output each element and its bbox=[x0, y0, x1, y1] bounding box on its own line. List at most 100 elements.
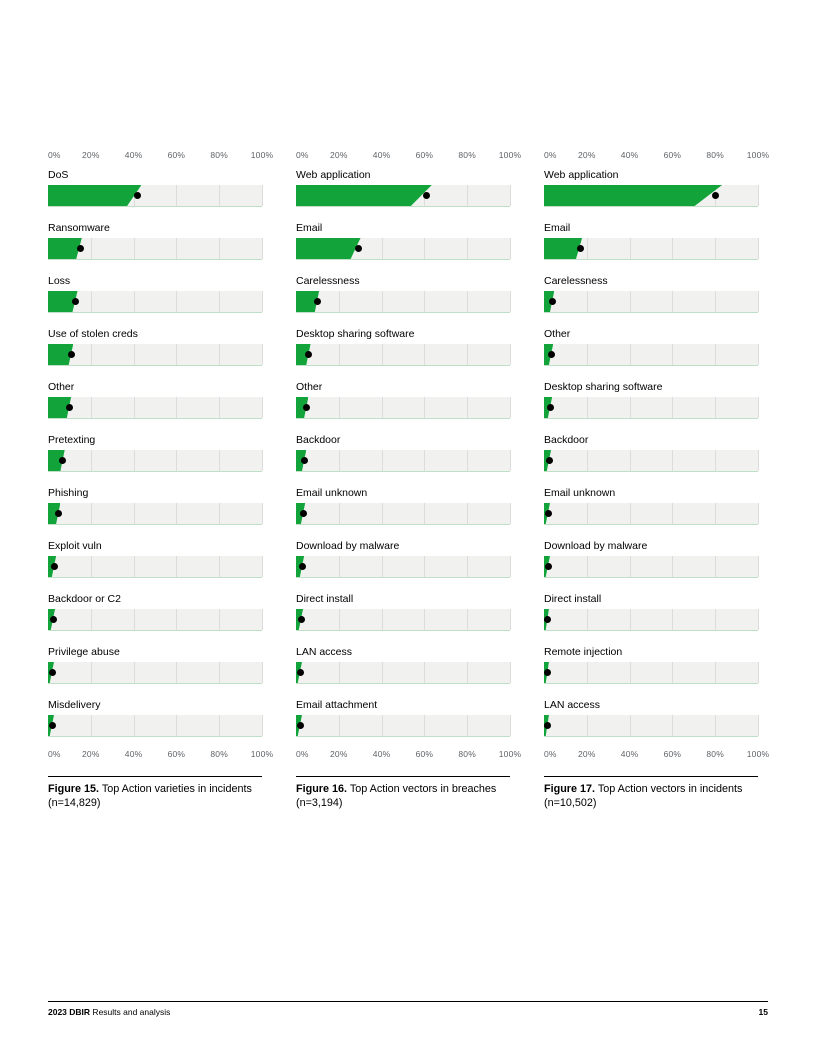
bar-row: Other bbox=[296, 381, 511, 419]
gridline bbox=[672, 238, 674, 259]
axis-tick-label: 60% bbox=[167, 150, 186, 160]
bar-fill bbox=[296, 185, 432, 206]
gridline bbox=[338, 556, 340, 577]
gridline bbox=[262, 238, 263, 259]
gridline bbox=[90, 450, 92, 471]
value-dot bbox=[543, 722, 551, 729]
bar-track bbox=[296, 185, 511, 207]
gridline bbox=[90, 291, 92, 312]
gridline bbox=[133, 556, 135, 577]
gridline bbox=[338, 662, 340, 683]
gridline bbox=[467, 556, 469, 577]
axis-top: 0% 20% 40% 60% 80% 100% bbox=[544, 150, 769, 161]
gridline bbox=[467, 238, 469, 259]
gridline bbox=[715, 715, 717, 736]
bar-row: Remote injection bbox=[543, 646, 759, 684]
value-dot bbox=[49, 616, 57, 623]
gridline bbox=[176, 450, 178, 471]
value-dot bbox=[76, 245, 84, 252]
bar-row: Ransomware bbox=[48, 222, 263, 260]
bar-label: Pretexting bbox=[48, 434, 96, 446]
figure-caption-number: Figure 16. bbox=[296, 783, 348, 795]
bar-fill bbox=[544, 238, 583, 259]
bar-fill bbox=[296, 344, 311, 365]
gridline bbox=[715, 450, 717, 471]
axis-tick-label: 20% bbox=[81, 150, 100, 160]
bar-track bbox=[544, 291, 759, 313]
gridline bbox=[381, 715, 383, 736]
axis-tick-label: 0% bbox=[296, 150, 309, 160]
gridline bbox=[219, 397, 221, 418]
axis-tick-label: 100% bbox=[746, 150, 770, 160]
gridline bbox=[424, 715, 426, 736]
gridline bbox=[262, 662, 263, 683]
value-dot bbox=[50, 563, 58, 570]
value-dot bbox=[134, 192, 142, 199]
axis-tick-label: 80% bbox=[210, 749, 228, 759]
bar-track bbox=[48, 397, 263, 419]
gridline bbox=[90, 503, 92, 524]
gridline bbox=[262, 344, 263, 365]
bar-row: Backdoor or C2 bbox=[48, 593, 263, 631]
axis-tick-label: 20% bbox=[577, 749, 596, 759]
value-dot bbox=[301, 457, 309, 464]
axis-tick-label: 0% bbox=[48, 749, 61, 759]
gridline bbox=[219, 503, 221, 524]
bar-track bbox=[48, 450, 263, 472]
bar-row: Backdoor bbox=[296, 434, 511, 472]
gridline bbox=[672, 662, 674, 683]
gridline bbox=[424, 291, 426, 312]
bar-track bbox=[544, 450, 759, 472]
bar-fill bbox=[296, 291, 320, 312]
axis-tick-label: 100% bbox=[498, 150, 522, 160]
value-dot bbox=[68, 351, 76, 358]
value-dot bbox=[543, 616, 551, 623]
value-dot bbox=[48, 722, 56, 729]
value-dot bbox=[296, 722, 304, 729]
gridline bbox=[133, 450, 135, 471]
bar-row: Backdoor bbox=[544, 434, 759, 472]
gridline bbox=[262, 609, 263, 630]
figure-15: 0% 20% 40% 60% 80% 100% DoS Ransomware Loss Use … bbox=[48, 150, 273, 810]
value-dot bbox=[547, 351, 555, 358]
gridline bbox=[586, 344, 588, 365]
value-dot bbox=[299, 510, 307, 517]
gridline bbox=[510, 450, 511, 471]
page-footer: 2023 DBIR Results and analysis 15 bbox=[48, 1001, 768, 1017]
gridline bbox=[467, 503, 469, 524]
caption-block: Figure 15. Top Action varieties in incid… bbox=[48, 776, 262, 810]
bar-track bbox=[48, 238, 263, 260]
gridline bbox=[176, 185, 178, 206]
gridline bbox=[338, 291, 340, 312]
bar-label: Direct install bbox=[544, 593, 602, 605]
value-dot bbox=[549, 298, 557, 305]
gridline bbox=[672, 397, 674, 418]
gridline bbox=[510, 344, 511, 365]
gridline bbox=[758, 238, 759, 259]
gridline bbox=[672, 291, 674, 312]
footer-report-subtitle: Results and analysis bbox=[90, 1007, 171, 1017]
value-dot bbox=[296, 669, 304, 676]
bar-row: Direct install bbox=[296, 593, 511, 631]
gridline bbox=[176, 503, 178, 524]
caption-rule bbox=[544, 776, 758, 777]
gridline bbox=[510, 503, 511, 524]
gridline bbox=[672, 450, 674, 471]
bar-label: Desktop sharing software bbox=[544, 381, 663, 393]
gridline bbox=[338, 344, 340, 365]
gridline bbox=[219, 344, 221, 365]
bar-fill bbox=[48, 344, 74, 365]
gridline bbox=[219, 185, 221, 206]
bar-row: Web application bbox=[544, 169, 759, 207]
bar-label: Email unknown bbox=[296, 487, 368, 499]
axis-tick-label: 60% bbox=[415, 749, 434, 759]
gridline bbox=[381, 344, 383, 365]
gridline bbox=[219, 291, 221, 312]
bar-track bbox=[48, 556, 263, 578]
bar-row: Web application bbox=[296, 169, 511, 207]
bar-track bbox=[544, 397, 759, 419]
axis-tick-label: 40% bbox=[124, 150, 143, 160]
bar-row: Pretexting bbox=[48, 434, 263, 472]
bar-fill bbox=[48, 238, 82, 259]
value-dot bbox=[48, 669, 56, 676]
